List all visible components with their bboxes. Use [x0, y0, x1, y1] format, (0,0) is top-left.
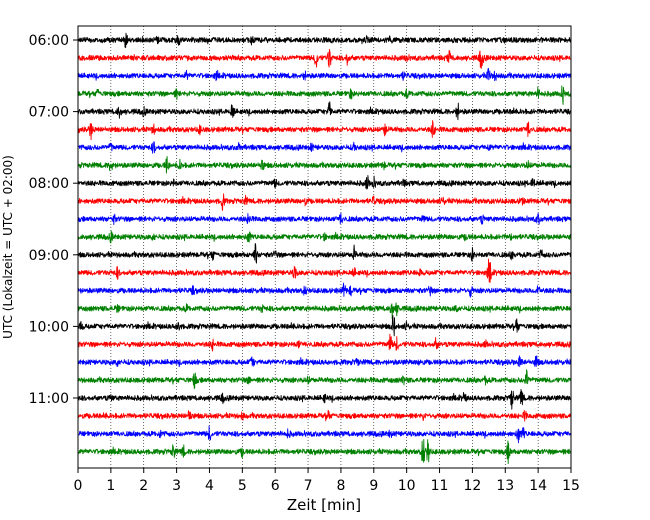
- trace-0900: [77, 258, 572, 283]
- y-tick-label: 07:00: [29, 105, 69, 121]
- x-tick-label: 9: [369, 478, 378, 494]
- x-tick-label: 2: [139, 478, 148, 494]
- trace-1115: [77, 425, 572, 444]
- trace-0800: [77, 193, 572, 211]
- x-tick-label: 3: [172, 478, 181, 494]
- trace-0730: [77, 155, 572, 174]
- trace-1100: [77, 410, 572, 422]
- x-tick-label: 0: [74, 478, 83, 494]
- trace-0645: [77, 101, 572, 121]
- trace-0845: [77, 243, 572, 264]
- trace-0630: [77, 85, 572, 105]
- trace-1015: [77, 355, 572, 368]
- x-tick-label: 10: [398, 478, 416, 494]
- trace-0615: [77, 67, 572, 82]
- y-tick-label: 11:00: [29, 391, 69, 407]
- x-axis-ticks: 0 1 2 3 4 5 6 7 8 9 10 11 12 13 14 15: [74, 468, 580, 494]
- trace-0715: [77, 141, 572, 154]
- y-axis-label: UTC (Lokalzeit = UTC + 02:00): [1, 155, 15, 339]
- trace-0915: [77, 282, 572, 298]
- seismic-traces: [77, 32, 572, 465]
- trace-0745: [77, 175, 572, 190]
- x-tick-label: 1: [106, 478, 115, 494]
- y-axis-ticks: 06:00 07:00 08:00 09:00 10:00 11:00: [29, 33, 78, 407]
- trace-1030: [77, 369, 572, 390]
- x-tick-label: 6: [271, 478, 280, 494]
- x-tick-label: 12: [463, 478, 481, 494]
- trace-0930: [77, 302, 572, 320]
- y-tick-label: 08:00: [29, 176, 69, 192]
- x-tick-label: 7: [304, 478, 313, 494]
- x-tick-label: 13: [496, 478, 514, 494]
- trace-1045: [77, 388, 572, 410]
- x-tick-label: 5: [238, 478, 247, 494]
- x-tick-label: 14: [529, 478, 547, 494]
- trace-0945: [77, 315, 572, 337]
- y-tick-label: 10:00: [29, 319, 69, 335]
- plot-frame: [77, 25, 572, 469]
- trace-1130: [77, 438, 572, 465]
- x-axis-label: Zeit [min]: [287, 496, 361, 514]
- x-tick-label: 15: [562, 478, 580, 494]
- x-tick-label: 8: [336, 478, 345, 494]
- y-tick-label: 09:00: [29, 248, 69, 264]
- trace-0815: [77, 212, 572, 225]
- x-tick-label: 11: [431, 478, 449, 494]
- trace-0830: [77, 230, 572, 244]
- trace-0700: [77, 120, 572, 141]
- y-tick-label: 06:00: [29, 33, 69, 49]
- trace-0600: [77, 48, 572, 69]
- trace-0545: [77, 32, 572, 49]
- trace-1000: [77, 333, 572, 352]
- x-tick-label: 4: [205, 478, 214, 494]
